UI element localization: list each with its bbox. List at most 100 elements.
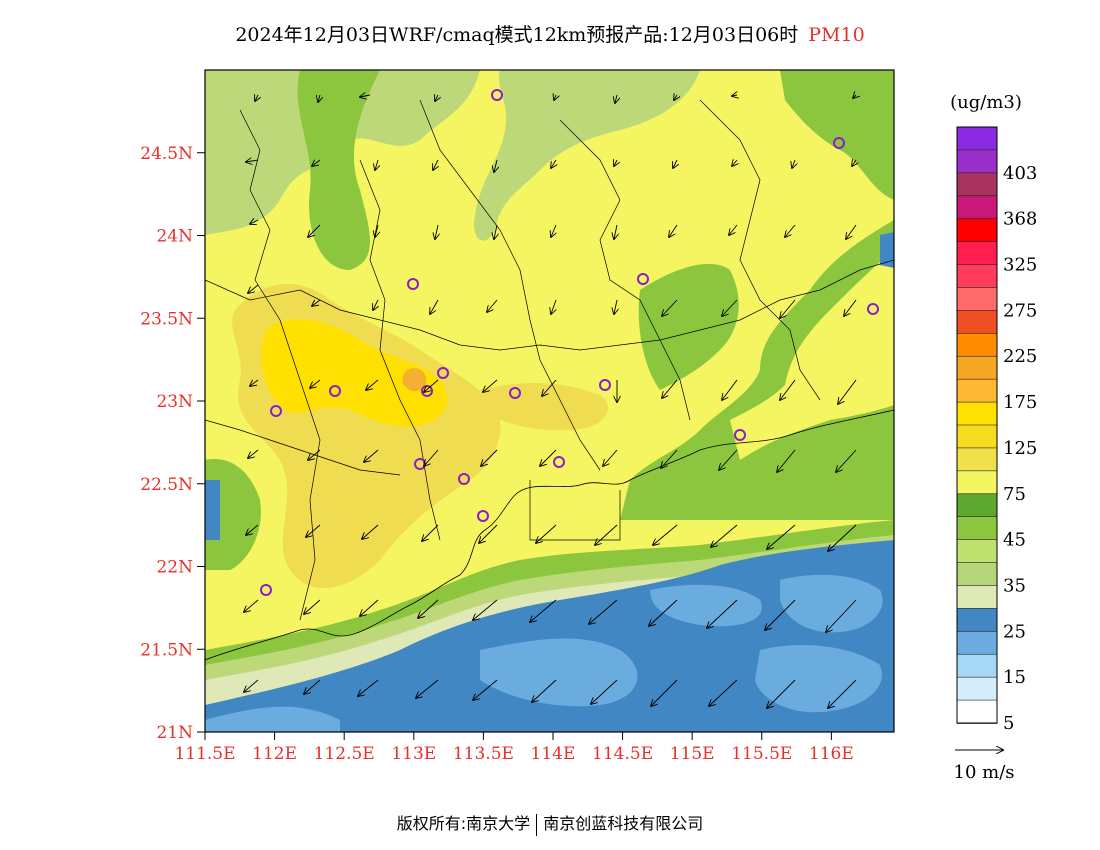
colorbar-swatch xyxy=(956,585,998,610)
admin-border-1 xyxy=(239,109,321,621)
lat-tick-label: 24N xyxy=(156,227,193,247)
wind-arrow xyxy=(244,679,259,692)
lon-tick-label: 112E xyxy=(252,744,297,764)
wind-arrow xyxy=(479,524,498,543)
wind-arrow xyxy=(433,159,438,170)
wind-arrow xyxy=(551,224,556,237)
station-marker xyxy=(509,387,521,399)
wind-arrow xyxy=(551,159,556,168)
lat-tick-label: 22N xyxy=(156,558,193,578)
wind-arrow xyxy=(614,299,617,314)
wind-arrow xyxy=(661,449,678,468)
colorbar-swatch xyxy=(956,172,998,197)
field-green-light-nw xyxy=(205,70,480,235)
wind-arrow xyxy=(494,224,497,239)
colorbar-swatch xyxy=(956,355,998,380)
wind-arrow xyxy=(375,159,378,170)
colorbar-label: 175 xyxy=(1003,392,1037,413)
wind-arrow xyxy=(603,449,618,466)
admin-border-3 xyxy=(419,99,601,471)
station-marker xyxy=(734,429,746,441)
wind-arrow xyxy=(532,679,557,702)
wind-arrow xyxy=(308,449,321,460)
colorbar-label: 15 xyxy=(1003,667,1026,688)
wind-arrow xyxy=(777,449,796,472)
wind-arrow xyxy=(375,224,378,237)
wind-arrow xyxy=(828,524,857,551)
wind-arrow xyxy=(360,599,379,616)
wind-arrow xyxy=(765,599,796,630)
colorbar-label: 275 xyxy=(1003,300,1037,321)
admin-border-6 xyxy=(205,259,894,351)
title-variable: PM10 xyxy=(808,24,865,46)
wind-arrow xyxy=(248,284,259,293)
copyright-right: 南京创蓝科技有限公司 xyxy=(543,814,704,833)
colorbar-swatch xyxy=(956,333,998,358)
colorbar-label: 225 xyxy=(1003,346,1037,367)
station-marker xyxy=(270,405,282,417)
wind-arrow xyxy=(780,379,796,400)
wind-arrow xyxy=(589,599,618,624)
wind-arrow xyxy=(828,679,857,708)
wind-arrow xyxy=(435,95,438,101)
wind-arrow xyxy=(530,599,557,622)
title-main: 2024年12月03日WRF/cmaq模式12km预报产品:12月03日06时 xyxy=(235,24,799,46)
colorbar-swatch xyxy=(956,653,998,678)
wind-arrow xyxy=(785,224,796,237)
lat-tick-label: 23.5N xyxy=(140,309,193,329)
wind-arrow xyxy=(536,524,557,543)
colorbar-label: 5 xyxy=(1003,713,1014,734)
wind-arrow xyxy=(422,524,439,541)
wind-arrow xyxy=(662,299,678,316)
colorbar-label: 125 xyxy=(1003,438,1037,459)
station-marker xyxy=(437,367,449,379)
longitude-axis: 111.5E 112E 112.5E 113E 113.5E 114E 114.5E 115E… xyxy=(174,732,854,764)
wind-arrow xyxy=(551,299,556,314)
wind-arrow xyxy=(364,449,379,462)
wind-arrow xyxy=(244,599,259,612)
wind-arrow xyxy=(304,599,321,614)
wind-arrow xyxy=(673,159,677,168)
wind-arrow xyxy=(312,160,321,166)
wind-arrow xyxy=(732,95,737,96)
wind-arrow xyxy=(246,524,259,535)
field-blue-mid-se2 xyxy=(755,645,882,713)
wind-arrow xyxy=(483,379,498,392)
station-marker xyxy=(553,456,565,468)
admin-border-4 xyxy=(559,119,691,421)
wind-arrow xyxy=(473,599,498,620)
colorbar-swatch xyxy=(956,264,998,289)
colorbar-labels: 403 368 325 275 225 175 125 75 45 35 25 15 5 xyxy=(1003,163,1037,734)
wind-arrow xyxy=(250,220,259,224)
colorbar-label: 25 xyxy=(1003,621,1026,642)
copyright-separator xyxy=(536,813,538,836)
station-marker xyxy=(329,385,341,397)
lon-tick-label: 116E xyxy=(809,744,854,764)
wind-arrow xyxy=(853,95,856,98)
colorbar-swatch xyxy=(956,424,998,449)
colorbar xyxy=(956,126,998,724)
wind-arrow xyxy=(542,379,557,396)
colorbar-swatch xyxy=(956,493,998,518)
lon-tick-label: 115.5E xyxy=(731,744,792,764)
colorbar-swatch xyxy=(956,378,998,403)
wind-arrow xyxy=(669,224,678,237)
field-blue-ne xyxy=(880,232,894,268)
wind-arrow xyxy=(481,449,498,466)
colorbar-swatch xyxy=(956,562,998,587)
wind-arrow xyxy=(494,159,497,172)
lon-tick-label: 114.5E xyxy=(592,744,653,764)
colorbar-swatch xyxy=(956,699,998,724)
wind-arrow xyxy=(306,524,321,537)
wind-legend-label: 10 m/s xyxy=(954,762,1015,783)
lon-tick-label: 115E xyxy=(670,744,715,764)
wind-arrow xyxy=(595,524,618,545)
wind-arrow xyxy=(792,159,795,168)
wind-arrow xyxy=(424,379,439,392)
colorbar-swatch xyxy=(956,470,998,495)
wind-arrow xyxy=(711,524,738,547)
wind-arrow xyxy=(780,299,796,318)
wind-arrow xyxy=(662,379,678,398)
wind-arrow xyxy=(614,224,617,239)
field-blue-mid-se xyxy=(650,584,762,627)
